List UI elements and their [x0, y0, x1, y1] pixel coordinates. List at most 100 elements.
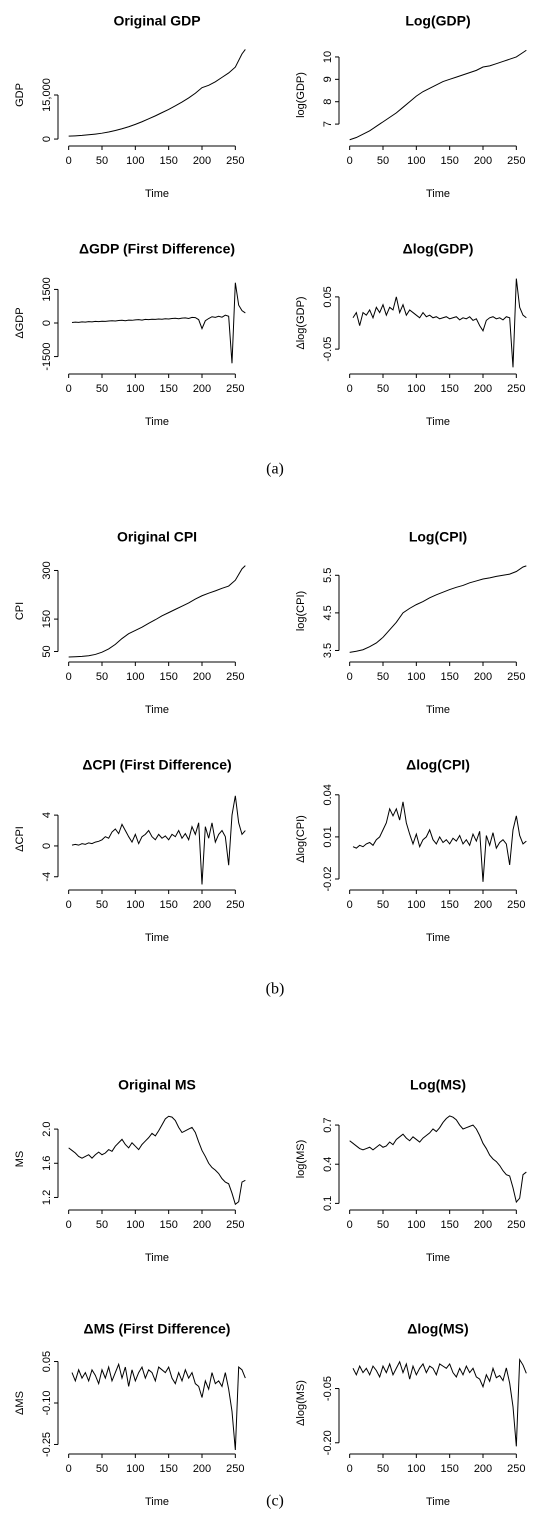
x-tick-label: 100 [126, 383, 144, 395]
y-tick-label: 1.2 [41, 1190, 53, 1205]
x-axis-label: Time [426, 1252, 450, 1264]
y-tick-label: -1500 [41, 343, 53, 371]
y-axis-label: Δlog(MS) [295, 1380, 307, 1426]
x-tick-label: 0 [347, 155, 353, 167]
x-tick-label: 0 [66, 671, 72, 683]
y-axis-label: log(MS) [295, 1140, 307, 1179]
x-tick-label: 0 [66, 383, 72, 395]
y-tick-label: 0 [41, 320, 53, 326]
x-axis-label: Time [145, 932, 169, 944]
x-tick-label: 100 [126, 671, 144, 683]
chart-title: ΔCPI (First Difference) [82, 757, 231, 773]
x-axis-label: Time [426, 704, 450, 716]
y-tick-label: 0.4 [322, 1157, 334, 1172]
y-tick-label: -0.10 [41, 1390, 53, 1415]
x-tick-label: 150 [159, 1219, 177, 1231]
x-tick-label: 200 [193, 1219, 211, 1231]
x-tick-label: 150 [440, 383, 458, 395]
chart-title: Δlog(MS) [407, 1321, 468, 1337]
y-axis-label: Δlog(GDP) [295, 296, 307, 349]
series-line [352, 801, 527, 882]
x-axis-label: Time [145, 704, 169, 716]
x-axis-label: Time [426, 188, 450, 200]
series-line [349, 49, 527, 141]
x-tick-label: 50 [96, 1219, 108, 1231]
x-tick-label: 200 [474, 1463, 492, 1475]
chart-title: Original MS [118, 1077, 196, 1093]
x-axis-label: Time [145, 188, 169, 200]
chart-title: Log(GDP) [405, 13, 470, 29]
series-line [352, 278, 527, 368]
x-tick-label: 0 [347, 1463, 353, 1475]
y-tick-label: -4 [41, 872, 53, 882]
x-tick-label: 150 [159, 1463, 177, 1475]
x-tick-label: 50 [377, 1463, 389, 1475]
x-tick-label: 150 [159, 899, 177, 911]
y-axis-label: GDP [14, 83, 26, 107]
y-axis-label: ΔGDP [14, 307, 26, 338]
y-tick-label: 4 [41, 812, 53, 818]
series-line [68, 49, 246, 137]
chart-title: Δlog(GDP) [403, 241, 474, 257]
series-line [352, 1357, 527, 1447]
x-tick-label: 100 [407, 899, 425, 911]
x-tick-label: 200 [193, 671, 211, 683]
x-tick-label: 150 [159, 671, 177, 683]
series-line [68, 565, 246, 658]
x-tick-label: 50 [377, 1219, 389, 1231]
x-axis-label: Time [145, 1496, 169, 1508]
y-tick-label: -0.05 [322, 337, 334, 362]
y-tick-label: 0.7 [322, 1117, 334, 1132]
x-tick-label: 200 [193, 383, 211, 395]
x-tick-label: 250 [507, 383, 525, 395]
x-tick-label: 250 [226, 1219, 244, 1231]
x-tick-label: 100 [126, 1219, 144, 1231]
x-tick-label: 200 [474, 899, 492, 911]
x-tick-label: 0 [66, 1463, 72, 1475]
x-tick-label: 50 [96, 155, 108, 167]
y-tick-label: 50 [41, 645, 53, 657]
series-line [71, 1362, 246, 1451]
series-line [71, 795, 246, 885]
x-axis-label: Time [426, 1496, 450, 1508]
x-tick-label: 100 [407, 155, 425, 167]
x-tick-label: 250 [507, 1219, 525, 1231]
x-tick-label: 100 [407, 1463, 425, 1475]
y-tick-label: 1500 [41, 277, 53, 301]
y-tick-label: 0.04 [322, 784, 334, 805]
series-line [349, 1115, 527, 1204]
x-tick-label: 0 [66, 899, 72, 911]
chart-title: Log(CPI) [409, 529, 467, 545]
x-tick-label: 50 [377, 383, 389, 395]
y-tick-label: -0.20 [322, 1430, 334, 1455]
x-tick-label: 200 [474, 1219, 492, 1231]
y-axis-label: ΔCPI [14, 826, 26, 852]
y-axis-label: ΔMS [14, 1391, 26, 1415]
x-tick-label: 150 [159, 383, 177, 395]
chart-title: Original CPI [117, 529, 197, 545]
chart-title: ΔMS (First Difference) [84, 1321, 231, 1337]
x-tick-label: 200 [474, 383, 492, 395]
x-tick-label: 100 [407, 1219, 425, 1231]
x-axis-label: Time [145, 1252, 169, 1264]
y-tick-label: 3.5 [322, 643, 334, 658]
y-tick-label: 0.01 [322, 826, 334, 847]
panel-label: (c) [266, 1493, 284, 1510]
chart-title: Log(MS) [410, 1077, 466, 1093]
panel-label: (a) [266, 461, 284, 478]
y-tick-label: 150 [41, 610, 53, 628]
x-tick-label: 150 [440, 155, 458, 167]
x-tick-label: 150 [159, 155, 177, 167]
x-tick-label: 100 [126, 1463, 144, 1475]
x-tick-label: 50 [96, 899, 108, 911]
x-tick-label: 200 [193, 899, 211, 911]
x-tick-label: 50 [96, 1463, 108, 1475]
panel-label: (b) [266, 981, 285, 998]
x-tick-label: 250 [507, 671, 525, 683]
x-tick-label: 0 [347, 383, 353, 395]
series-line [68, 1115, 246, 1206]
x-tick-label: 250 [507, 1463, 525, 1475]
y-tick-label: 10 [322, 51, 334, 63]
series-line [349, 565, 527, 653]
